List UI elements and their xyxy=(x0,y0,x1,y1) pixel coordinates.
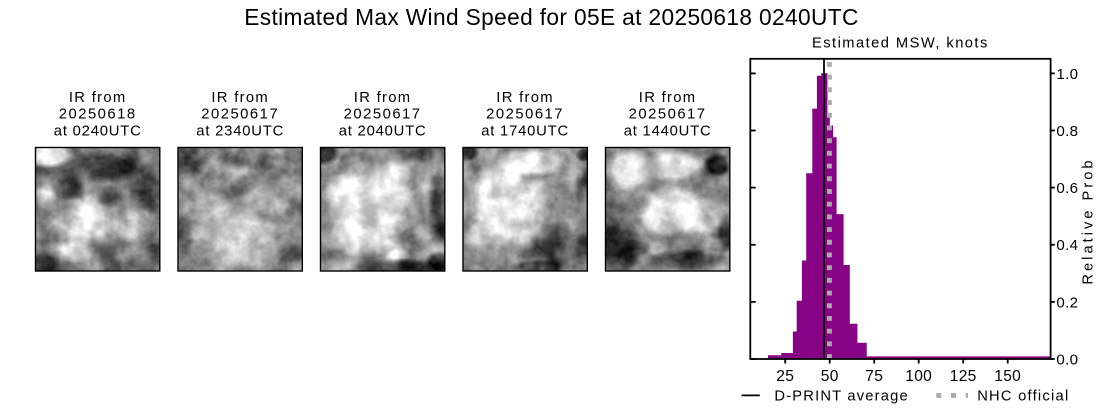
svg-text:Relative Prob: Relative Prob xyxy=(1080,157,1096,284)
svg-text:100: 100 xyxy=(905,368,932,385)
svg-text:20250618: 20250618 xyxy=(59,107,137,123)
svg-text:0.4: 0.4 xyxy=(1056,237,1078,254)
svg-text:IR from: IR from xyxy=(639,90,697,106)
svg-text:150: 150 xyxy=(994,368,1021,385)
svg-text:0.2: 0.2 xyxy=(1056,294,1078,311)
svg-text:0.0: 0.0 xyxy=(1056,351,1078,368)
svg-text:1.0: 1.0 xyxy=(1056,66,1078,83)
svg-text:IR from: IR from xyxy=(496,90,554,106)
svg-text:D-PRINT average: D-PRINT average xyxy=(774,389,908,405)
svg-text:IR from: IR from xyxy=(354,90,412,106)
svg-text:20250617: 20250617 xyxy=(629,107,707,123)
svg-text:IR from: IR from xyxy=(211,90,269,106)
svg-text:IR from: IR from xyxy=(69,90,127,106)
svg-text:at 0240UTC: at 0240UTC xyxy=(54,124,142,140)
svg-text:25: 25 xyxy=(776,368,794,385)
svg-text:at 1440UTC: at 1440UTC xyxy=(624,124,712,140)
svg-text:Estimated MSW, knots: Estimated MSW, knots xyxy=(812,35,989,51)
svg-text:50: 50 xyxy=(821,368,839,385)
svg-text:NHC official: NHC official xyxy=(977,389,1069,405)
svg-text:at 1740UTC: at 1740UTC xyxy=(481,124,569,140)
svg-text:125: 125 xyxy=(950,368,977,385)
svg-text:20250617: 20250617 xyxy=(201,107,279,123)
svg-text:0.6: 0.6 xyxy=(1056,180,1078,197)
svg-text:20250617: 20250617 xyxy=(486,107,564,123)
svg-text:75: 75 xyxy=(865,368,883,385)
svg-text:at 2040UTC: at 2040UTC xyxy=(339,124,427,140)
svg-text:0.8: 0.8 xyxy=(1056,123,1078,140)
svg-text:Estimated Max Wind Speed for 0: Estimated Max Wind Speed for 05E at 2025… xyxy=(244,4,859,30)
svg-text:at 2340UTC: at 2340UTC xyxy=(196,124,284,140)
svg-text:20250617: 20250617 xyxy=(344,107,422,123)
